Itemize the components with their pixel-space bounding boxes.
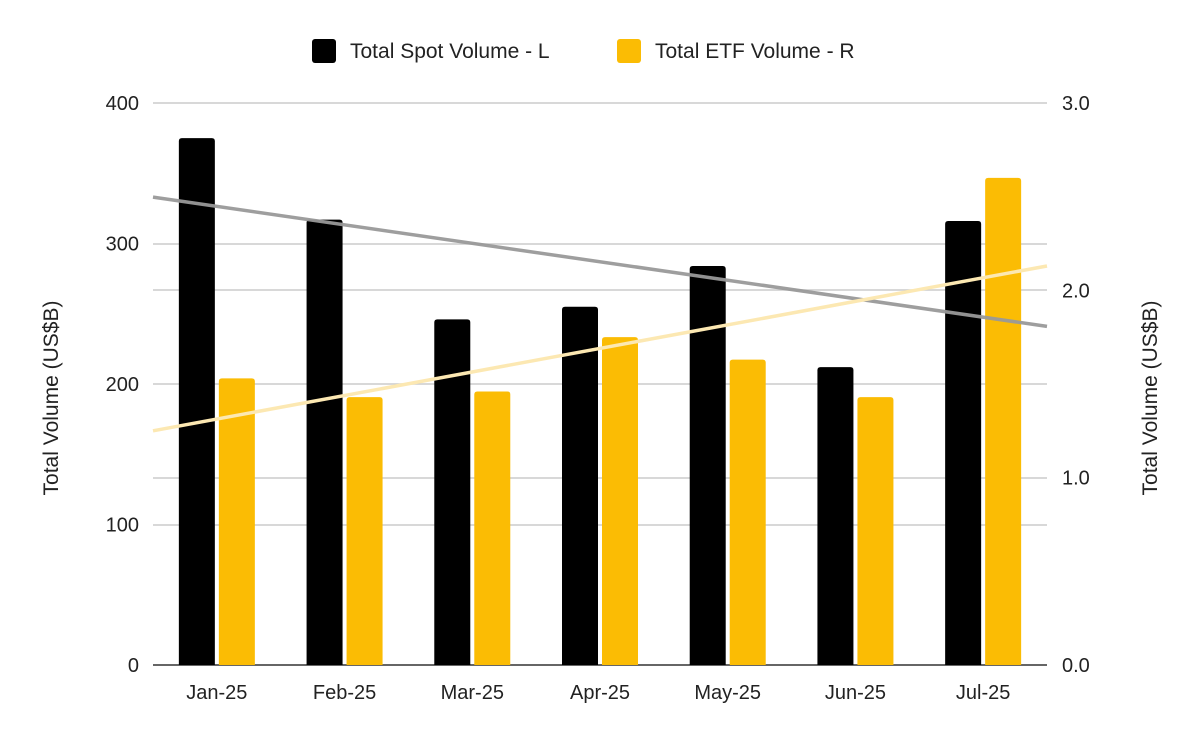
x-tick-label: May-25 bbox=[694, 682, 761, 704]
bar-etf-volume bbox=[985, 177, 1022, 665]
legend-label: Total Spot Volume - L bbox=[350, 40, 550, 63]
bar-spot-volume bbox=[689, 265, 726, 665]
right-axis-ticks: 0.0 1.0 2.0 3.0 bbox=[1062, 93, 1090, 677]
bar-etf-volume bbox=[474, 391, 511, 665]
trendline-spot bbox=[152, 195, 1048, 329]
x-tick-label: Mar-25 bbox=[441, 682, 504, 704]
left-tick-label: 400 bbox=[106, 93, 139, 115]
left-tick-label: 300 bbox=[106, 234, 139, 256]
trendlines bbox=[152, 195, 1048, 433]
bar-spot-volume bbox=[562, 306, 598, 665]
bar-etf-volume bbox=[602, 337, 638, 665]
left-axis-ticks: 0 100 200 300 400 bbox=[106, 93, 139, 677]
x-tick-label: Jun-25 bbox=[825, 682, 886, 704]
left-axis-title: Total Volume (US$B) bbox=[40, 301, 63, 496]
x-tick-label: Feb-25 bbox=[313, 682, 376, 704]
bar-etf-volume bbox=[218, 378, 255, 665]
right-tick-label: 0.0 bbox=[1062, 655, 1090, 677]
left-tick-label: 0 bbox=[128, 655, 139, 677]
gridlines bbox=[153, 102, 1047, 666]
right-tick-label: 2.0 bbox=[1062, 280, 1090, 302]
bar-etf-volume bbox=[857, 397, 894, 665]
right-tick-label: 3.0 bbox=[1062, 93, 1090, 115]
bar-spot-volume bbox=[178, 138, 215, 665]
bars bbox=[178, 138, 1022, 666]
left-tick-label: 200 bbox=[106, 374, 139, 396]
bar-spot-volume bbox=[434, 319, 471, 665]
bar-etf-volume bbox=[729, 359, 766, 665]
right-axis-title: Total Volume (US$B) bbox=[1139, 301, 1162, 496]
x-tick-label: Jul-25 bbox=[956, 682, 1010, 704]
x-axis-ticks: Jan-25 Feb-25 Mar-25 Apr-25 May-25 Jun-25 Jul-… bbox=[186, 682, 1010, 704]
x-tick-label: Apr-25 bbox=[570, 682, 630, 704]
legend-swatch bbox=[312, 39, 336, 63]
x-tick-label: Jan-25 bbox=[186, 682, 247, 704]
legend: Total Spot Volume - L Total ETF Volume - … bbox=[312, 39, 855, 63]
legend-label: Total ETF Volume - R bbox=[655, 40, 855, 63]
bar-spot-volume bbox=[306, 219, 343, 666]
trendline-etf bbox=[152, 264, 1048, 433]
right-tick-label: 1.0 bbox=[1062, 468, 1090, 490]
legend-swatch bbox=[617, 39, 641, 63]
left-tick-label: 100 bbox=[106, 515, 139, 537]
bar-etf-volume bbox=[346, 397, 383, 665]
bar-spot-volume bbox=[817, 367, 854, 665]
bar-spot-volume bbox=[945, 221, 982, 665]
